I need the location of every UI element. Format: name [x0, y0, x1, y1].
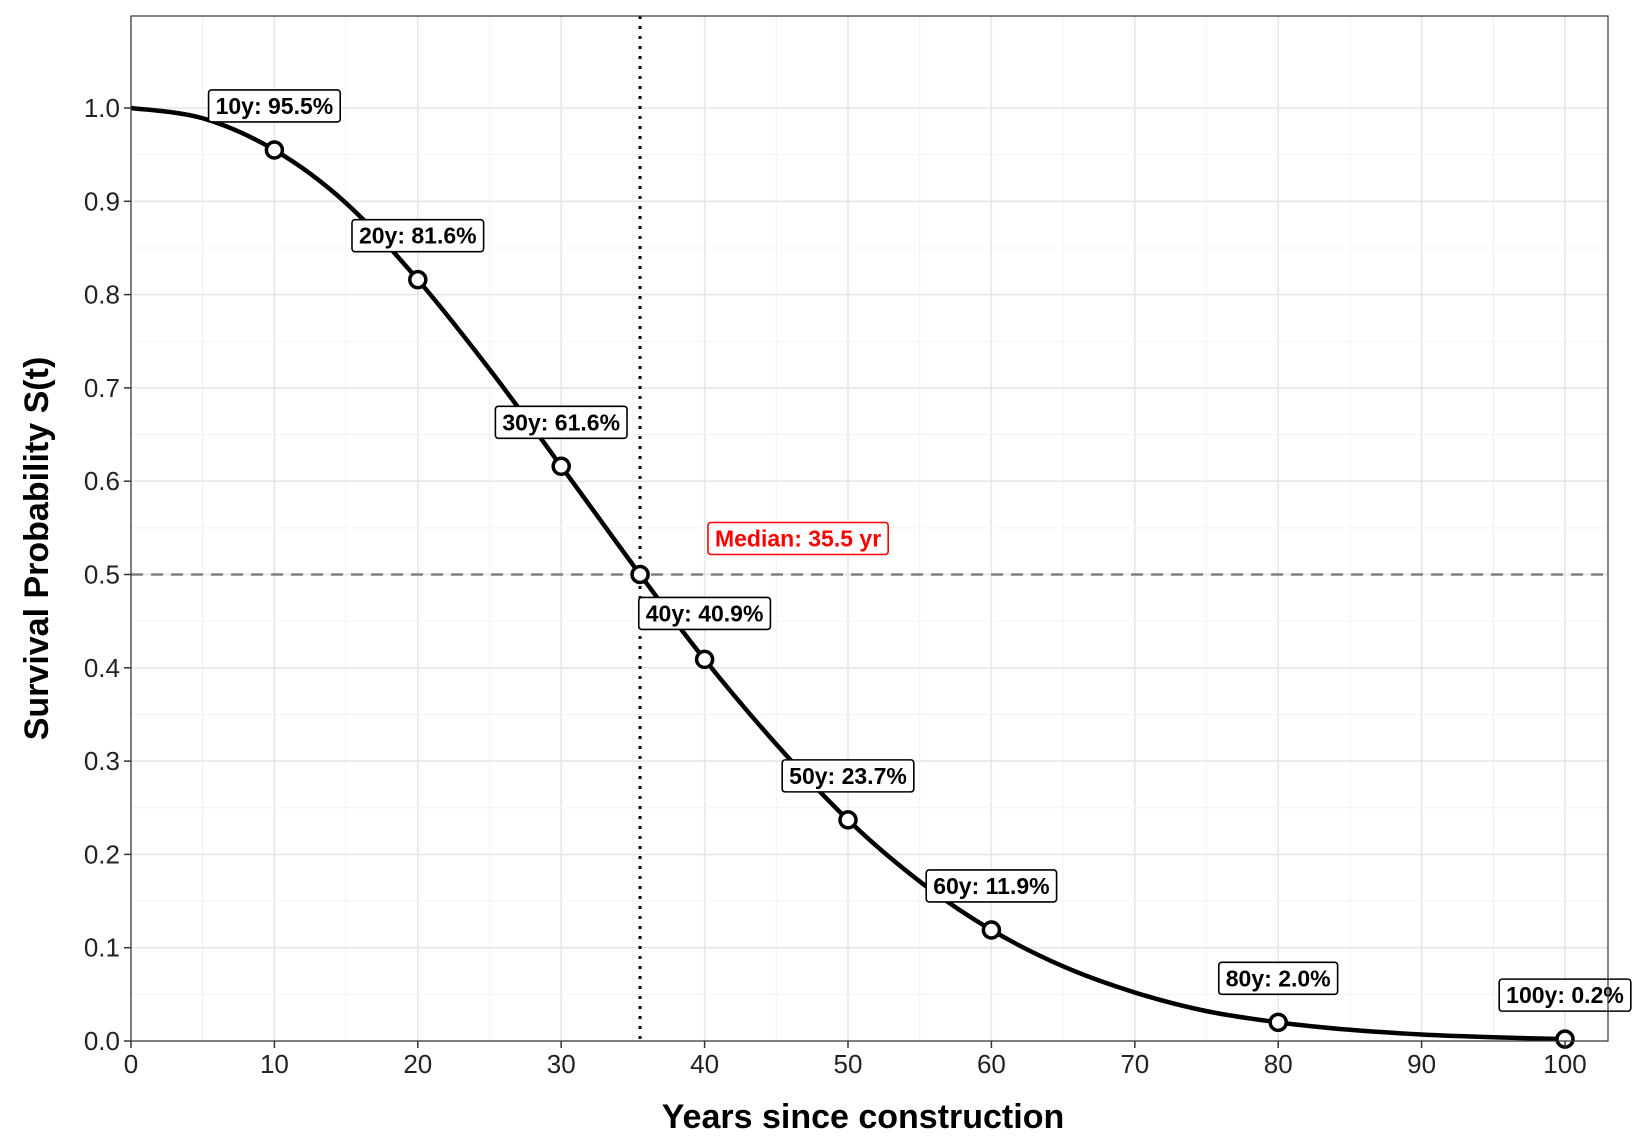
- point-label-box: [925, 869, 1058, 903]
- point-label-text: 80y: 2.0%: [1226, 965, 1331, 991]
- data-point: [264, 140, 285, 160]
- data-point: [551, 456, 571, 477]
- y-axis-title: Survival Probability S(t): [18, 357, 56, 741]
- data-point: [981, 920, 1002, 940]
- reference-lines: [131, 16, 1608, 1041]
- x-tick-label: 30: [547, 1049, 576, 1079]
- point-label-text: 30y: 61.6%: [502, 409, 620, 435]
- point-label: 100y: 0.2%: [1498, 978, 1632, 1012]
- x-tick-label: 10: [260, 1049, 289, 1079]
- point-label-box: [1217, 961, 1339, 996]
- point-label-box: [351, 218, 485, 253]
- median-label-box: [707, 521, 889, 556]
- y-tick-label: 0.4: [84, 653, 120, 683]
- point-label-box: [637, 596, 772, 631]
- point-label-text: 50y: 23.7%: [789, 763, 907, 789]
- y-tick-label: 0.9: [84, 186, 120, 216]
- point-labels: 10y: 95.5% 20y: 81.6% 30y: 61.6% 40y: 40.9%…: [207, 89, 1632, 1012]
- y-tick-label: 0.1: [84, 933, 120, 963]
- x-tick-label: 0: [124, 1049, 138, 1079]
- data-points: [264, 140, 1575, 1049]
- x-tick-label: 70: [1120, 1049, 1149, 1079]
- x-axis-title: Years since construction: [662, 1098, 1065, 1136]
- point-label: 80y: 2.0%: [1217, 961, 1339, 996]
- point-label-box: [1498, 978, 1632, 1012]
- point-label-box: [494, 405, 628, 440]
- point-label-box: [781, 759, 915, 793]
- point-label-text: 60y: 11.9%: [933, 873, 1049, 899]
- data-point: [694, 649, 715, 670]
- x-tick-label: 80: [1264, 1049, 1293, 1079]
- y-tick-label: 0.5: [84, 560, 120, 590]
- x-tick-label: 50: [834, 1049, 863, 1079]
- median-label-text: Median: 35.5 yr: [715, 526, 881, 552]
- axis-ticks: 0 10 20 30 40 50 60 70 80 90 100 0.0 0.1 0.2 0.3 0.4 0.5…: [84, 93, 1587, 1079]
- data-point: [838, 810, 858, 830]
- y-tick-label: 0.3: [84, 746, 120, 776]
- y-tick-label: 0.7: [84, 373, 120, 403]
- y-tick-label: 1.0: [84, 93, 120, 123]
- data-point: [1268, 1012, 1288, 1033]
- y-tick-label: 0.6: [84, 466, 120, 496]
- point-label: 40y: 40.9%: [637, 596, 772, 631]
- x-tick-label: 40: [690, 1049, 719, 1079]
- point-label-text: 100y: 0.2%: [1506, 982, 1624, 1008]
- x-tick-label: 90: [1407, 1049, 1436, 1079]
- point-label-text: 20y: 81.6%: [359, 223, 477, 249]
- point-label-text: 40y: 40.9%: [646, 600, 764, 626]
- y-tick-label: 0.0: [84, 1026, 120, 1056]
- point-label: 30y: 61.6%: [494, 405, 628, 440]
- data-point: [630, 564, 650, 585]
- median-label: Median: 35.5 yr: [707, 521, 889, 556]
- x-tick-label: 100: [1543, 1049, 1586, 1079]
- y-tick-label: 0.2: [84, 839, 120, 869]
- x-tick-label: 20: [403, 1049, 432, 1079]
- point-label: 60y: 11.9%: [925, 869, 1058, 903]
- x-tick-label: 60: [977, 1049, 1006, 1079]
- point-label-text: 10y: 95.5%: [216, 93, 334, 119]
- data-point: [408, 269, 428, 290]
- point-label-box: [207, 89, 342, 123]
- point-label: 50y: 23.7%: [781, 759, 915, 793]
- point-label: 20y: 81.6%: [351, 218, 485, 253]
- point-label: 10y: 95.5%: [207, 89, 342, 123]
- panel-border: [130, 15, 1609, 1042]
- y-tick-label: 0.8: [84, 280, 120, 310]
